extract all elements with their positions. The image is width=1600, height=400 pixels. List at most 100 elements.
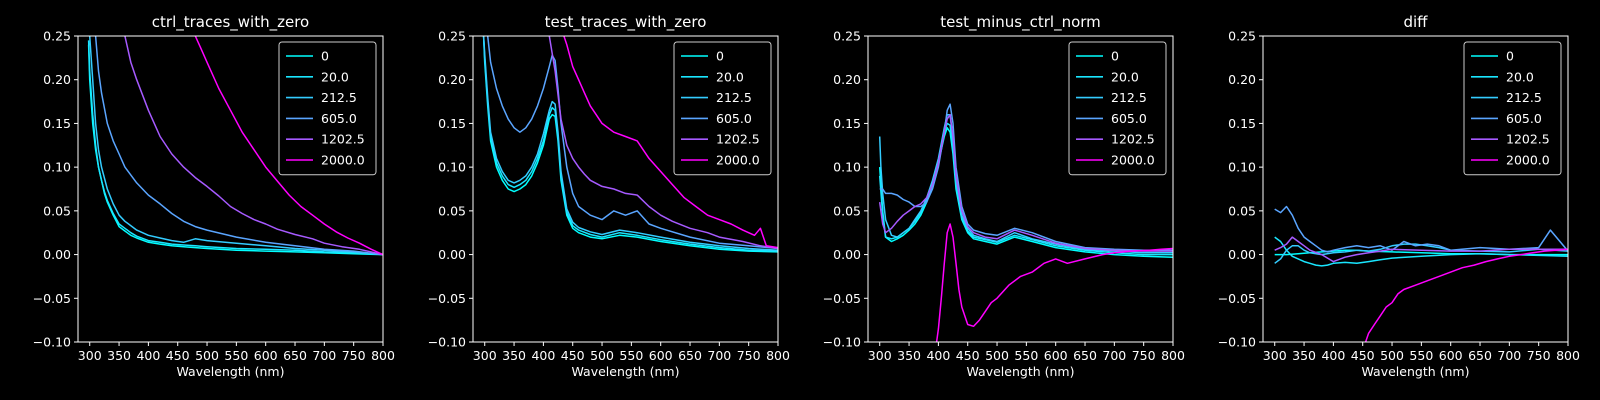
chart-title: test_traces_with_zero [545,13,707,32]
y-tick-label: −0.10 [33,335,71,350]
legend: 0 20.0 212.5 605.0 1202.5 2000.0 [278,41,377,176]
x-axis-label: Wavelength (nm) [1362,364,1470,379]
y-tick-label: 0.25 [833,29,861,44]
series-line-1202.5 [548,36,778,250]
y-tick-label: 0.15 [43,116,71,131]
chart-title: diff [1403,13,1428,31]
x-tick-label: 600 [1439,348,1463,363]
y-tick-label: 0.00 [43,247,71,262]
y-tick-label: −0.05 [428,291,466,306]
chart-panel-1: 300 350 400 450 500 550 600 650 700 750 800 −0.10 −0… [33,13,395,379]
legend-label: 1202.5 [1111,132,1155,147]
x-tick-label: 600 [649,348,673,363]
x-tick-label: 500 [1380,348,1404,363]
y-tick-label: 0.00 [438,247,466,262]
x-tick-label: 350 [502,348,526,363]
x-tick-label: 550 [1014,348,1038,363]
x-tick-label: 650 [1073,348,1097,363]
y-tick-label: 0.10 [438,160,466,175]
chart-panel-4: 300 350 400 450 500 550 600 650 700 750 800 −0.10 −0… [1218,13,1580,379]
legend: 0 20.0 212.5 605.0 1202.5 2000.0 [673,41,772,176]
series-line-605.0 [94,36,383,256]
x-tick-label: 550 [619,348,643,363]
legend-label: 0 [1111,49,1119,64]
y-tick-label: 0.05 [1228,203,1256,218]
y-tick-label: 0.25 [43,29,71,44]
x-tick-label: 450 [166,348,190,363]
legend-label: 0 [1506,49,1514,64]
x-tick-label: 300 [78,348,102,363]
plot-frame [1262,35,1569,343]
legend-label: 2000.0 [321,153,365,168]
legend-label: 605.0 [1506,111,1542,126]
y-tick-label: 0.25 [438,29,466,44]
y-tick-label: −0.05 [1218,291,1256,306]
y-tick-label: 0.20 [1228,72,1256,87]
x-tick-label: 800 [766,348,790,363]
y-tick-label: 0.00 [1228,247,1256,262]
x-tick-label: 550 [1409,348,1433,363]
y-tick-label: 0.00 [833,247,861,262]
legend-label: 212.5 [1111,90,1147,105]
legend-label: 1202.5 [321,132,365,147]
legend-label: 212.5 [716,90,752,105]
chart-title: ctrl_traces_with_zero [152,13,309,32]
legend-label: 0 [321,49,329,64]
series-line-1202.5 [878,113,1173,252]
series-line-212.5 [482,36,778,251]
legend-box [278,41,377,176]
legend-label: 1202.5 [716,132,760,147]
y-tick-label: 0.20 [43,72,71,87]
x-tick-label: 300 [473,348,497,363]
x-tick-label: 500 [590,348,614,363]
series-line-20.0 [87,40,383,256]
x-tick-label: 400 [926,348,950,363]
y-tick-label: 0.05 [43,203,71,218]
series-line-1202.5 [124,36,383,256]
series-group [482,36,778,253]
x-tick-label: 750 [342,348,366,363]
series-line-1202.5 [1274,236,1568,263]
legend-label: 2000.0 [716,153,760,168]
series-line-2000.0 [563,36,778,249]
series-group [878,103,1173,342]
series-line-2000.0 [194,36,383,256]
series-line-2000.0 [935,223,1173,342]
series-line-212.5 [88,36,383,256]
series-line-0 [878,127,1173,258]
legend-label: 20.0 [716,69,744,84]
legend-label: 0 [716,49,724,64]
x-tick-label: 500 [195,348,219,363]
x-tick-label: 800 [1556,348,1580,363]
x-tick-label: 600 [1044,348,1068,363]
x-tick-label: 750 [1132,348,1156,363]
chart-panel-3: 300 350 400 450 500 550 600 650 700 750 800 −0.10 −0… [823,13,1185,379]
y-tick-label: 0.20 [833,72,861,87]
y-tick-label: −0.10 [823,335,861,350]
x-tick-label: 700 [707,348,731,363]
y-tick-label: 0.15 [1228,116,1256,131]
y-tick-label: −0.10 [428,335,466,350]
legend-label: 20.0 [1111,69,1139,84]
x-tick-label: 450 [1351,348,1375,363]
y-tick-label: 0.05 [438,203,466,218]
x-tick-label: 350 [897,348,921,363]
x-tick-label: 300 [868,348,892,363]
legend-box [673,41,772,176]
x-tick-label: 800 [371,348,395,363]
series-line-20.0 [1274,236,1568,267]
legend: 0 20.0 212.5 605.0 1202.5 2000.0 [1463,41,1562,176]
x-tick-label: 600 [254,348,278,363]
series-line-2000.0 [1364,248,1568,342]
x-tick-label: 350 [107,348,131,363]
series-line-20.0 [482,36,778,252]
x-tick-label: 400 [1321,348,1345,363]
legend-label: 605.0 [1111,111,1147,126]
series-line-0 [482,36,778,253]
y-tick-label: 0.25 [1228,29,1256,44]
legend-label: 2000.0 [1506,153,1550,168]
legend-box [1068,41,1167,176]
plot-frame [77,35,384,343]
x-axis-label: Wavelength (nm) [177,364,285,379]
y-tick-label: 0.10 [833,160,861,175]
